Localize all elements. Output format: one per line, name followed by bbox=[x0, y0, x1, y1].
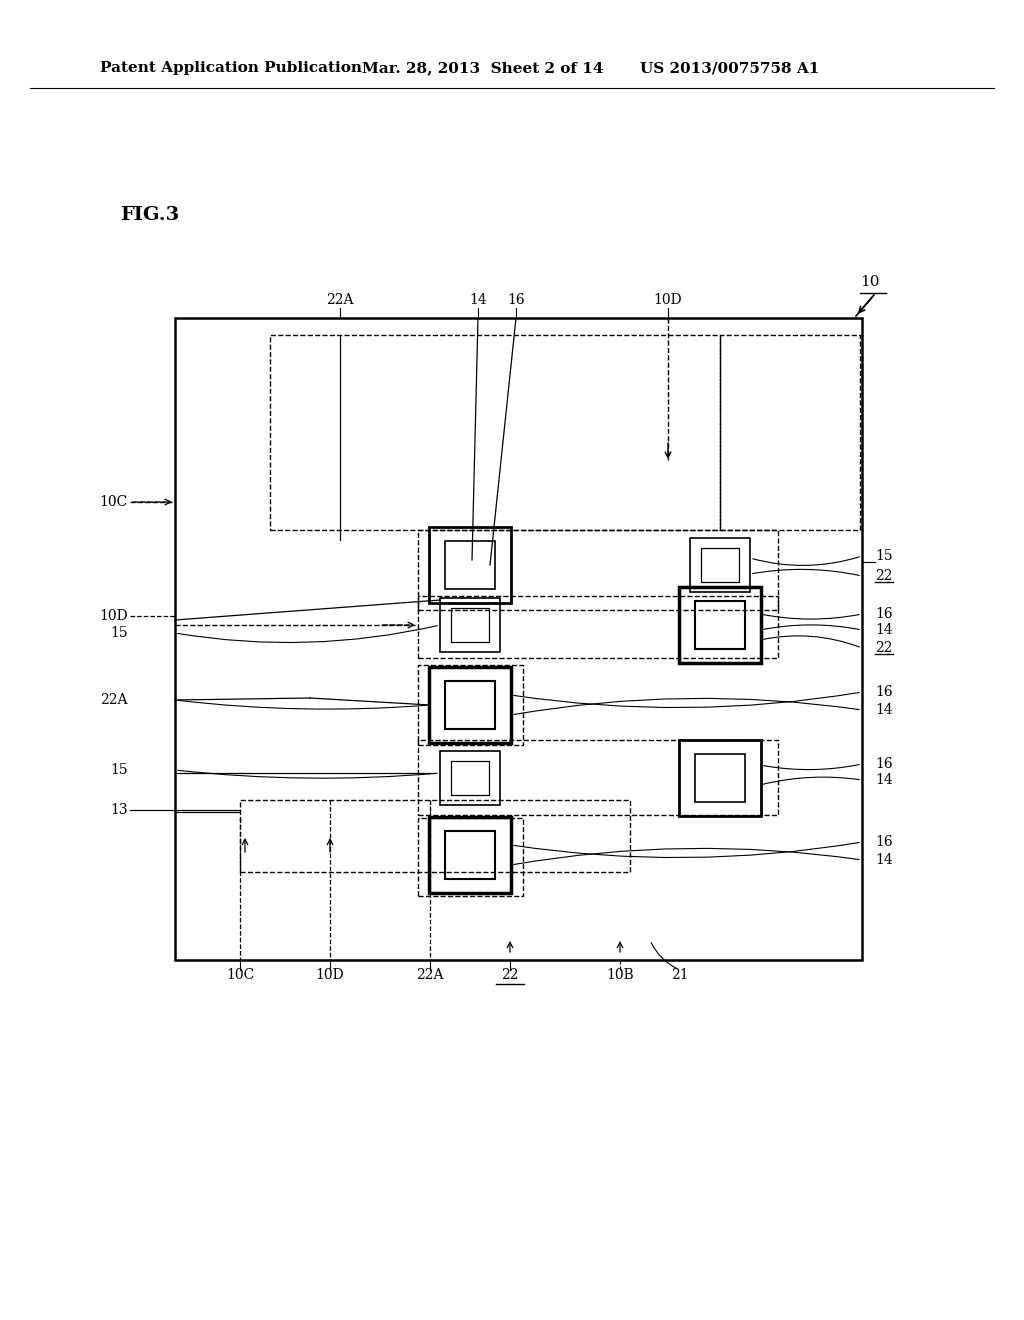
Bar bbox=[690, 539, 750, 591]
Text: 14: 14 bbox=[874, 704, 893, 717]
Text: 10: 10 bbox=[860, 275, 880, 289]
Text: 14: 14 bbox=[874, 853, 893, 867]
Bar bbox=[701, 548, 739, 582]
Bar bbox=[418, 741, 778, 814]
Bar bbox=[695, 601, 745, 649]
Bar bbox=[445, 832, 495, 879]
Bar bbox=[440, 598, 500, 652]
Text: 16: 16 bbox=[874, 607, 893, 620]
Text: 10C: 10C bbox=[226, 968, 254, 982]
Bar bbox=[695, 754, 745, 803]
Text: 15: 15 bbox=[111, 626, 128, 640]
Bar bbox=[679, 741, 761, 816]
Bar bbox=[445, 541, 495, 589]
Text: FIG.3: FIG.3 bbox=[120, 206, 179, 224]
Bar bbox=[270, 335, 720, 531]
Text: 16: 16 bbox=[507, 293, 525, 308]
Bar bbox=[451, 762, 489, 795]
Bar bbox=[240, 800, 630, 873]
Text: 22A: 22A bbox=[100, 693, 128, 708]
Text: 14: 14 bbox=[469, 293, 486, 308]
Bar bbox=[418, 597, 778, 657]
Text: 10D: 10D bbox=[653, 293, 682, 308]
Text: 16: 16 bbox=[874, 756, 893, 771]
Text: 10B: 10B bbox=[606, 968, 634, 982]
Bar bbox=[720, 335, 860, 531]
Text: US 2013/0075758 A1: US 2013/0075758 A1 bbox=[640, 61, 819, 75]
Text: Mar. 28, 2013  Sheet 2 of 14: Mar. 28, 2013 Sheet 2 of 14 bbox=[362, 61, 603, 75]
Text: 22A: 22A bbox=[416, 968, 443, 982]
Text: 16: 16 bbox=[874, 685, 893, 700]
Text: 15: 15 bbox=[111, 763, 128, 777]
Text: 22: 22 bbox=[874, 642, 893, 655]
Bar bbox=[429, 667, 511, 743]
Bar bbox=[429, 527, 511, 603]
Text: 21: 21 bbox=[671, 968, 689, 982]
Bar bbox=[440, 751, 500, 805]
Text: 22A: 22A bbox=[327, 293, 353, 308]
Bar bbox=[451, 609, 489, 642]
Bar bbox=[445, 681, 495, 729]
Text: 10D: 10D bbox=[315, 968, 344, 982]
Text: 10D: 10D bbox=[99, 609, 128, 623]
Text: 13: 13 bbox=[111, 803, 128, 817]
Bar bbox=[418, 531, 778, 610]
Bar bbox=[418, 818, 523, 896]
Text: 22: 22 bbox=[502, 968, 519, 982]
Text: 14: 14 bbox=[874, 623, 893, 638]
Text: 22: 22 bbox=[874, 569, 893, 583]
Bar bbox=[429, 817, 511, 894]
Text: 10C: 10C bbox=[99, 495, 128, 510]
Bar bbox=[679, 587, 761, 663]
Text: 15: 15 bbox=[874, 549, 893, 564]
Bar bbox=[418, 665, 523, 744]
Bar bbox=[175, 318, 862, 960]
Text: 14: 14 bbox=[874, 774, 893, 787]
Text: 16: 16 bbox=[874, 836, 893, 849]
Text: Patent Application Publication: Patent Application Publication bbox=[100, 61, 362, 75]
